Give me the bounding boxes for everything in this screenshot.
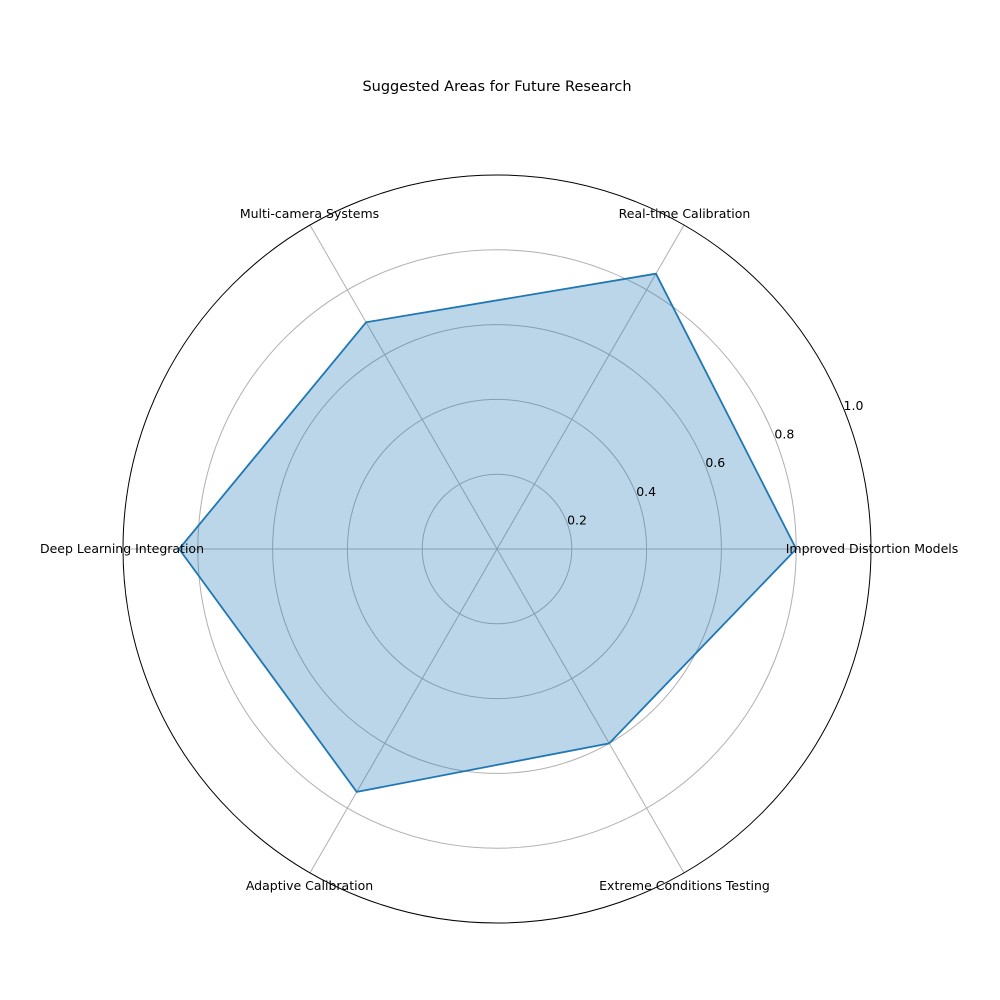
grid-spoke — [496, 548, 685, 874]
r-tick-label: 0.6 — [705, 455, 725, 470]
category-label: Improved Distortion Models — [786, 541, 959, 556]
grid-spoke — [309, 548, 498, 874]
category-label: Multi-camera Systems — [240, 206, 379, 221]
data-layer — [178, 272, 798, 793]
category-label: Real-time Calibration — [619, 206, 751, 221]
r-tick-label: 1.0 — [844, 398, 864, 413]
r-tick-label: 0.2 — [567, 512, 587, 527]
r-tick-label: 0.4 — [636, 484, 656, 499]
category-label: Deep Learning Integration — [40, 541, 204, 556]
polar-frame — [122, 174, 872, 924]
grid-spoke — [309, 224, 498, 550]
series-fill-area — [179, 273, 797, 792]
grid-spoke — [496, 224, 685, 550]
label-layer: 0.2 0.4 0.6 0.8 1.0 Improved Distortion Model… — [40, 206, 958, 893]
category-label: Adaptive Calibration — [246, 878, 373, 893]
chart-title: Suggested Areas for Future Research — [362, 79, 631, 95]
r-tick-label: 0.8 — [774, 427, 794, 442]
category-label: Extreme Conditions Testing — [599, 878, 770, 893]
